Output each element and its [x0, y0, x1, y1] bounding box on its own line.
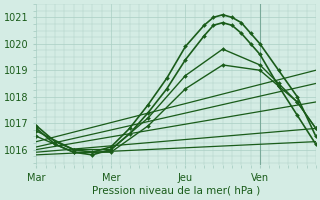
X-axis label: Pression niveau de la mer( hPa ): Pression niveau de la mer( hPa ) — [92, 186, 260, 196]
